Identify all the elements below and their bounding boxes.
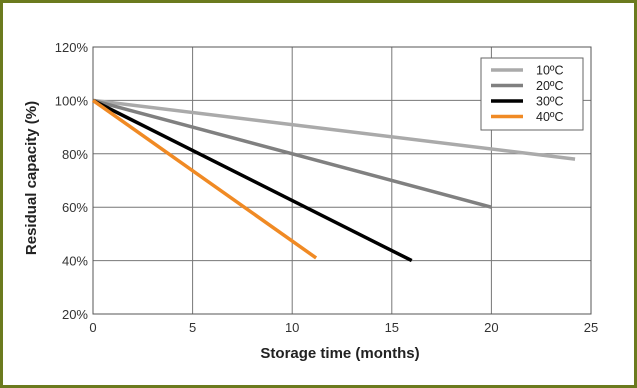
y-axis-label: Residual capacity (%) [23,101,40,255]
y-axis-ticks: 20% 40% 60% 80% 100% 120% [55,40,89,322]
x-tick-label: 5 [189,320,196,335]
line-chart: 20% 40% 60% 80% 100% 120% 0 5 10 15 20 25 10ºC20ºC… [3,3,634,385]
legend-label: 20ºC [536,79,564,93]
y-tick-label: 120% [55,40,89,55]
series-line [93,100,412,260]
x-tick-label: 10 [285,320,299,335]
x-axis-label: Storage time (months) [260,345,419,362]
y-tick-label: 40% [62,254,88,269]
legend-label: 40ºC [536,110,564,124]
x-tick-label: 25 [584,320,598,335]
legend-label: 10ºC [536,64,564,78]
x-axis-ticks: 0 5 10 15 20 25 [89,320,598,335]
y-tick-label: 80% [62,147,88,162]
x-tick-label: 20 [484,320,498,335]
x-tick-label: 0 [89,320,96,335]
y-tick-label: 20% [62,307,88,322]
legend-label: 30ºC [536,95,564,109]
y-tick-label: 100% [55,93,89,108]
x-tick-label: 15 [385,320,399,335]
y-tick-label: 60% [62,200,88,215]
